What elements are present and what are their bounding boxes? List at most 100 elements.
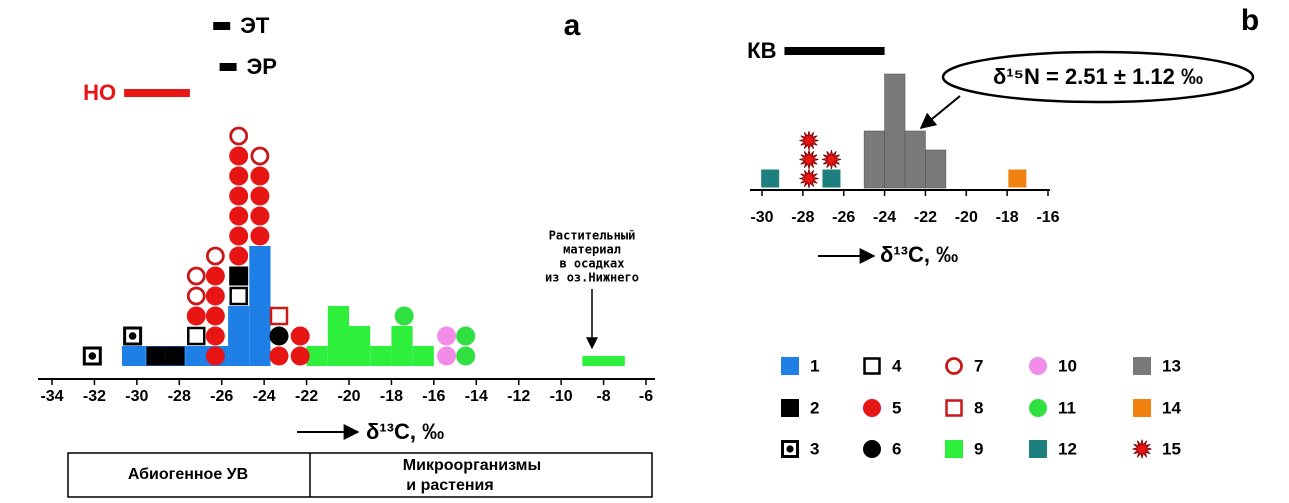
- point: [186, 286, 206, 306]
- point: [205, 326, 225, 346]
- bar: [582, 356, 625, 366]
- point: [394, 306, 414, 326]
- annotation-arrow: [919, 95, 961, 130]
- panel-label: a: [564, 9, 581, 42]
- point: [269, 306, 289, 326]
- x-axis-label: δ¹³C, ‰: [366, 419, 444, 444]
- point: [186, 266, 206, 286]
- point: [250, 226, 270, 246]
- legend-swatch: [863, 399, 881, 417]
- bar: [884, 73, 906, 189]
- bar: [122, 346, 146, 366]
- point: [250, 186, 270, 206]
- point: [821, 150, 841, 169]
- point: [269, 326, 289, 346]
- point: [205, 266, 225, 286]
- legend-swatch: [945, 440, 963, 458]
- annotation: материал: [563, 243, 621, 257]
- point: [205, 286, 225, 306]
- footer-cell: Микроорганизмы: [403, 457, 541, 474]
- point: [250, 146, 270, 166]
- bar: [412, 346, 434, 366]
- bar: [228, 306, 250, 366]
- legend-swatch: [1029, 440, 1047, 458]
- range-label: КВ: [747, 38, 776, 63]
- point: [250, 206, 270, 226]
- x-tick-label: -22: [295, 388, 318, 405]
- footer-cell: и растения: [406, 477, 493, 494]
- x-tick-label: -24: [253, 388, 276, 405]
- legend-label: 12: [1058, 439, 1077, 458]
- annotation: δ¹⁵N = 2.51 ± 1.12 ‰: [993, 64, 1203, 89]
- point: [229, 266, 249, 286]
- point: [229, 246, 249, 266]
- legend-swatch: [1029, 357, 1047, 375]
- x-tick-label: -16: [1036, 209, 1059, 226]
- x-tick-label: -6: [639, 388, 653, 405]
- annotation: из оз.Нижнего: [545, 271, 639, 285]
- point: [456, 326, 476, 346]
- point: [146, 346, 166, 366]
- legend-label: 4: [892, 356, 902, 375]
- point: [799, 169, 819, 188]
- bar: [863, 130, 885, 189]
- range-label: НО: [83, 80, 116, 105]
- x-axis-label: δ¹³C, ‰: [880, 242, 958, 267]
- x-tick-label: -10: [550, 388, 573, 405]
- legend-label: 7: [974, 356, 983, 375]
- legend-swatch: [945, 357, 963, 375]
- annotation: Растительный: [549, 229, 636, 243]
- legend-label: 6: [892, 439, 901, 458]
- point: [123, 326, 143, 346]
- range-label: ЭТ: [240, 13, 270, 38]
- legend-swatch: [1133, 399, 1151, 417]
- x-tick-label: -26: [832, 209, 855, 226]
- point: [1008, 169, 1027, 188]
- legend-swatch: [781, 357, 799, 375]
- point: [165, 346, 185, 366]
- point: [290, 326, 310, 346]
- annotation: в осадках: [559, 257, 624, 271]
- x-tick-label: -30: [750, 209, 773, 226]
- bar: [370, 346, 392, 366]
- legend-swatch: [863, 357, 881, 375]
- bar: [904, 130, 926, 189]
- x-tick-label: -12: [507, 388, 530, 405]
- marker-dot: [88, 352, 97, 360]
- x-tick-label: -14: [465, 388, 488, 405]
- point: [229, 186, 249, 206]
- bar: [327, 306, 349, 366]
- marker-dot: [786, 445, 794, 453]
- legend-label: 9: [974, 439, 983, 458]
- legend-label: 14: [1162, 398, 1181, 417]
- legend-label: 10: [1058, 356, 1077, 375]
- point: [186, 306, 206, 326]
- footer-table: [67, 452, 653, 498]
- x-tick-label: -26: [210, 388, 233, 405]
- range-bar: [124, 89, 190, 97]
- legend-label: 3: [810, 439, 819, 458]
- x-tick-label: -32: [83, 388, 106, 405]
- annotation-ellipse: [941, 50, 1255, 104]
- range-bar: [784, 47, 885, 55]
- legend-label: 1: [810, 356, 819, 375]
- x-tick-label: -8: [596, 388, 610, 405]
- legend-swatch: [1132, 439, 1152, 459]
- x-tick-label: -20: [955, 209, 978, 226]
- point: [229, 146, 249, 166]
- point: [205, 346, 225, 366]
- range-label: ЭР: [247, 54, 277, 79]
- x-tick-label: -30: [125, 388, 148, 405]
- legend-label: 13: [1162, 356, 1181, 375]
- panel-label: b: [1241, 4, 1259, 37]
- point: [437, 326, 457, 346]
- point: [799, 150, 819, 169]
- point: [229, 226, 249, 246]
- point: [187, 326, 206, 346]
- legend-label: 15: [1162, 439, 1181, 458]
- x-tick-label: -28: [168, 388, 191, 405]
- legend-label: 8: [974, 398, 983, 417]
- legend-label: 2: [810, 398, 819, 417]
- x-tick-label: -28: [791, 209, 814, 226]
